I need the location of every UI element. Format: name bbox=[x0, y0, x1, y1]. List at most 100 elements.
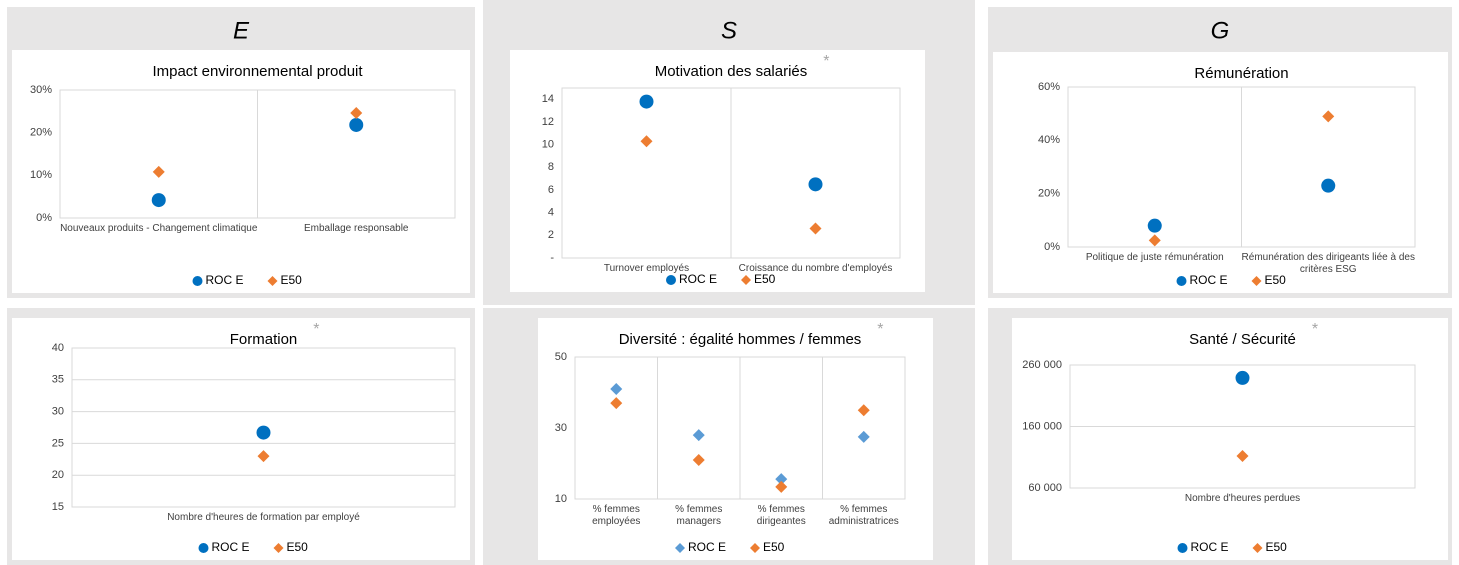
x-tick-label-box: Rémunération des dirigeants liée à des c… bbox=[1241, 252, 1415, 275]
y-tick-label: 20% bbox=[1038, 188, 1060, 200]
legend-marker bbox=[1252, 543, 1263, 553]
legend-marker bbox=[741, 275, 751, 285]
x-tick-label-box: Turnover employés bbox=[603, 263, 690, 274]
y-tick-label: 30% bbox=[30, 84, 52, 96]
section-title: S bbox=[721, 17, 737, 44]
point bbox=[610, 382, 623, 395]
legend-marker bbox=[675, 543, 685, 553]
point bbox=[256, 425, 271, 440]
y-tick-label: 60 000 bbox=[1028, 482, 1062, 494]
x-tick-label: Rémunération des dirigeants liée à des c… bbox=[1241, 252, 1415, 275]
legend-marker bbox=[273, 543, 284, 553]
point bbox=[808, 177, 823, 192]
x-tick-label-box: Nombre d'heures de formation par employé bbox=[167, 512, 360, 523]
chart-area bbox=[1012, 318, 1448, 560]
point bbox=[610, 397, 623, 410]
y-tick-label: 0% bbox=[36, 212, 52, 224]
y-tick-label: - bbox=[550, 252, 554, 264]
x-tick-label-box: Emballage responsable bbox=[303, 223, 409, 234]
y-tick-label: 15 bbox=[52, 501, 64, 513]
y-tick-label: 260 000 bbox=[1022, 359, 1062, 371]
chart-area bbox=[12, 318, 470, 560]
y-tick-label: 40% bbox=[1038, 134, 1060, 146]
y-tick-label: 4 bbox=[548, 207, 554, 219]
x-tick-label-box: % femmes employées bbox=[592, 504, 640, 527]
legend-label: ROC E bbox=[206, 273, 244, 287]
point bbox=[1321, 178, 1336, 193]
legend-marker bbox=[198, 543, 209, 553]
x-tick-label-box: % femmes dirigeantes bbox=[756, 504, 806, 527]
point bbox=[1147, 218, 1162, 233]
chart-title: Formation bbox=[230, 331, 298, 348]
y-tick-label: 10% bbox=[30, 169, 52, 181]
y-tick-label: 30 bbox=[52, 406, 64, 418]
x-tick-label: Emballage responsable bbox=[303, 223, 409, 234]
legend-label: E50 bbox=[754, 272, 776, 286]
legend-label: E50 bbox=[763, 540, 785, 554]
x-tick-label: Nombre d'heures de formation par employé bbox=[167, 512, 360, 523]
x-tick-label-box: Nombre d'heures perdues bbox=[1185, 493, 1300, 504]
point bbox=[1236, 450, 1249, 463]
section-title: E bbox=[233, 17, 250, 44]
legend-marker bbox=[1251, 276, 1262, 286]
y-tick-label: 160 000 bbox=[1022, 420, 1062, 432]
point bbox=[1148, 234, 1161, 247]
point bbox=[775, 480, 788, 493]
chart-area bbox=[510, 50, 925, 292]
section-title: G bbox=[1211, 17, 1230, 44]
y-tick-label: 2 bbox=[548, 229, 554, 241]
point bbox=[692, 429, 705, 442]
x-tick-label: % femmes administratrices bbox=[828, 504, 899, 527]
chart-area bbox=[993, 52, 1448, 293]
x-tick-label: Croissance du nombre d'employés bbox=[738, 263, 893, 274]
legend-marker bbox=[192, 276, 203, 286]
y-tick-label: 50 bbox=[555, 351, 567, 363]
legend-label: ROC E bbox=[1191, 540, 1229, 554]
legend-label: ROC E bbox=[679, 272, 717, 286]
legend-marker bbox=[1176, 276, 1187, 286]
point bbox=[639, 94, 654, 109]
y-tick-label: 10 bbox=[542, 139, 554, 151]
x-tick-label: % femmes dirigeantes bbox=[756, 504, 806, 527]
x-tick-label-box: % femmes administratrices bbox=[828, 504, 899, 527]
x-tick-label: Turnover employés bbox=[603, 263, 690, 274]
point bbox=[1322, 110, 1335, 123]
chart-title: Rémunération bbox=[1194, 65, 1288, 82]
annotation: * bbox=[1312, 321, 1318, 338]
legend-label: ROC E bbox=[688, 540, 726, 554]
y-tick-label: 8 bbox=[548, 161, 554, 173]
x-tick-label: Politique de juste rémunération bbox=[1085, 252, 1224, 263]
legend-marker bbox=[666, 275, 676, 285]
y-tick-label: 6 bbox=[548, 184, 554, 196]
x-tick-label-box: % femmes managers bbox=[675, 504, 723, 527]
legend-label: ROC E bbox=[212, 540, 250, 554]
point bbox=[152, 165, 165, 178]
y-tick-label: 40 bbox=[52, 342, 64, 354]
legend-label: ROC E bbox=[1190, 273, 1228, 287]
point bbox=[350, 107, 363, 120]
point bbox=[857, 430, 870, 443]
point bbox=[857, 404, 870, 417]
y-tick-label: 14 bbox=[542, 93, 554, 105]
legend-label: E50 bbox=[287, 540, 309, 554]
legend-label: E50 bbox=[1266, 540, 1288, 554]
y-tick-label: 20 bbox=[52, 469, 64, 481]
x-tick-label: % femmes managers bbox=[675, 504, 723, 527]
point bbox=[1235, 370, 1250, 385]
x-tick-label: Nouveaux produits - Changement climatiqu… bbox=[60, 223, 258, 234]
point bbox=[640, 135, 653, 148]
chart-title: Impact environnemental produit bbox=[152, 63, 363, 80]
annotation: * bbox=[313, 321, 319, 338]
y-tick-label: 10 bbox=[555, 493, 567, 505]
y-tick-label: 25 bbox=[52, 437, 64, 449]
y-tick-label: 60% bbox=[1038, 81, 1060, 93]
point bbox=[151, 193, 166, 208]
point bbox=[775, 473, 788, 486]
chart-title: Motivation des salariés bbox=[655, 63, 808, 80]
y-tick-label: 35 bbox=[52, 374, 64, 386]
x-tick-label-box: Nouveaux produits - Changement climatiqu… bbox=[60, 223, 258, 234]
legend-marker bbox=[750, 543, 760, 553]
y-tick-label: 30 bbox=[555, 422, 567, 434]
chart-title: Diversité : égalité hommes / femmes bbox=[619, 331, 862, 348]
